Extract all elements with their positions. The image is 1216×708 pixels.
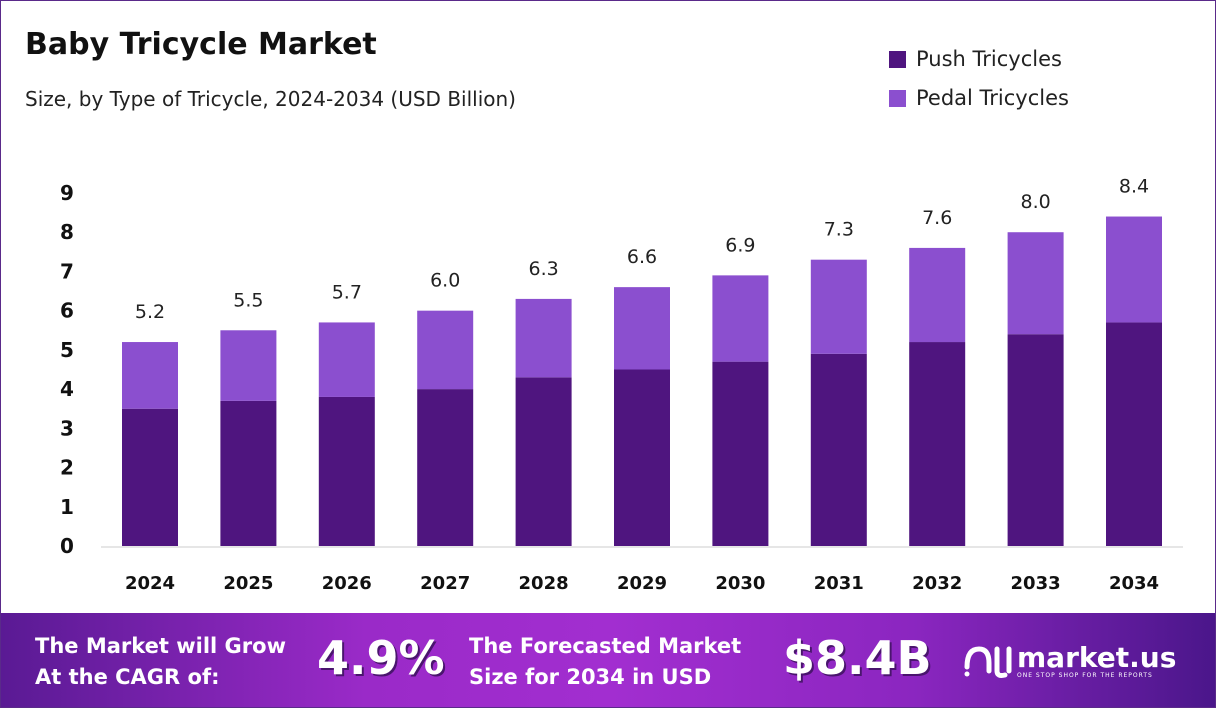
- data-label-total: 6.6: [627, 246, 657, 268]
- forecast-label: The Forecasted Market Size for 2034 in U…: [469, 631, 741, 693]
- logo-tagline: ONE STOP SHOP FOR THE REPORTS: [1017, 671, 1153, 679]
- y-tick-label: 1: [60, 495, 74, 519]
- bar-pedal-2028: [515, 298, 572, 378]
- bar-pedal-2029: [614, 287, 670, 370]
- data-label-total: 5.7: [332, 281, 362, 303]
- x-tick-label: 2024: [125, 573, 175, 594]
- legend-swatch: [889, 50, 906, 68]
- y-tick-label: 6: [60, 299, 74, 323]
- y-tick-label: 5: [60, 338, 74, 362]
- logo-icon: [964, 646, 1012, 678]
- data-label-total: 7.6: [922, 207, 952, 229]
- logo-text: market.us: [1017, 640, 1177, 674]
- forecast-label-line2: Size for 2034 in USD: [469, 665, 712, 689]
- bar-pedal-2030: [712, 275, 769, 362]
- bar-push-2025: [220, 400, 277, 546]
- bar-push-2032: [909, 342, 966, 546]
- y-tick-label: 9: [60, 181, 74, 205]
- bar-push-2030: [712, 361, 769, 546]
- data-label-total: 7.3: [824, 219, 854, 241]
- y-tick-label: 8: [60, 220, 74, 244]
- bar-pedal-2032: [909, 247, 966, 343]
- legend-item-push: Push Tricycles: [889, 47, 1062, 71]
- bar-push-2033: [1007, 334, 1064, 546]
- y-tick-label: 7: [60, 259, 74, 283]
- data-label-total: 6.3: [528, 258, 558, 280]
- bar-push-2031: [810, 353, 867, 546]
- bar-push-2026: [318, 396, 375, 546]
- chart-subtitle: Size, by Type of Tricycle, 2024-2034 (US…: [25, 87, 516, 111]
- x-tick-label: 2025: [223, 573, 273, 594]
- bar-pedal-2025: [220, 330, 277, 401]
- legend-label: Pedal Tricycles: [916, 86, 1069, 110]
- cagr-label-line2: At the CAGR of:: [35, 665, 220, 689]
- legend-item-pedal: Pedal Tricycles: [889, 86, 1069, 110]
- cagr-label: The Market will Grow At the CAGR of:: [35, 631, 286, 693]
- data-label-total: 6.0: [430, 270, 460, 292]
- footer-banner: The Market will Grow At the CAGR of: 4.9…: [1, 613, 1215, 707]
- legend-label: Push Tricycles: [916, 47, 1062, 71]
- bar-pedal-2024: [122, 342, 178, 409]
- y-tick-label: 4: [60, 377, 74, 401]
- y-tick-label: 3: [60, 416, 74, 440]
- cagr-value: 4.9%: [317, 631, 445, 685]
- forecast-value: $8.4B: [783, 631, 932, 685]
- forecast-label-line1: The Forecasted Market: [469, 634, 742, 658]
- x-tick-label: 2028: [519, 573, 569, 594]
- legend-swatch: [889, 89, 906, 107]
- data-label-total: 8.0: [1020, 191, 1050, 213]
- x-tick-label: 2033: [1011, 573, 1061, 594]
- bar-pedal-2034: [1106, 216, 1162, 323]
- bar-pedal-2033: [1007, 232, 1064, 335]
- data-label-total: 8.4: [1119, 176, 1149, 198]
- x-tick-label: 2030: [715, 573, 765, 594]
- x-tick-label: 2031: [814, 573, 864, 594]
- market-us-logo: market.us ONE STOP SHOP FOR THE REPORTS: [961, 641, 1176, 681]
- x-tick-label: 2029: [617, 573, 667, 594]
- y-tick-label: 2: [60, 456, 74, 480]
- cagr-label-line1: The Market will Grow: [35, 634, 286, 658]
- x-tick-label: 2032: [912, 573, 962, 594]
- chart-title: Baby Tricycle Market: [25, 27, 377, 62]
- bar-push-2034: [1106, 322, 1162, 546]
- bar-pedal-2031: [810, 259, 867, 354]
- bar-chart: 0 1 2 3 4 5 6 7 8 9 5.2 2024 5.5 2025 5.7 2026 6.0 2027 6.…: [60, 176, 1183, 594]
- bar-pedal-2027: [417, 310, 474, 390]
- bar-push-2029: [614, 369, 670, 546]
- bar-push-2027: [417, 389, 474, 546]
- data-label-total: 5.2: [135, 301, 165, 323]
- bar-pedal-2026: [318, 322, 375, 397]
- x-tick-label: 2026: [322, 573, 372, 594]
- y-tick-label: 0: [60, 534, 74, 558]
- data-label-total: 5.5: [233, 289, 263, 311]
- x-tick-label: 2027: [420, 573, 470, 594]
- x-tick-label: 2034: [1109, 573, 1159, 594]
- data-label-total: 6.9: [725, 234, 755, 256]
- bar-push-2024: [122, 408, 178, 546]
- bar-push-2028: [515, 377, 572, 546]
